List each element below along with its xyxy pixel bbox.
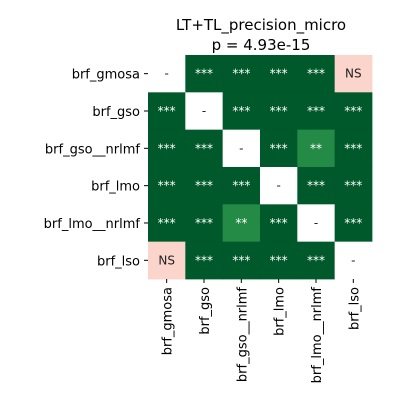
heatmap-cell (259, 241, 298, 280)
heatmap-cell-label: *** (270, 141, 288, 155)
heatmap-cell-label: *** (158, 141, 176, 155)
heatmap-cell (185, 129, 224, 168)
heatmap-cell (185, 166, 224, 205)
row-labels: brf_gmosa brf_gso brf_gso__nrlmf brf_lmobrf… (44, 68, 148, 269)
row-label: brf_gso__nrlmf (45, 142, 141, 157)
heatmap-cell-label: *** (344, 104, 362, 118)
heatmap-cell-label: - (239, 141, 243, 155)
heatmap-cell (185, 55, 224, 93)
heatmap-cell-label: *** (270, 216, 288, 230)
heatmap-cell-label: ** (310, 141, 322, 155)
heatmap-cell (222, 241, 261, 280)
heatmap-cell (148, 55, 186, 93)
heatmap-cell (297, 166, 336, 205)
heatmap-cell (334, 129, 373, 168)
heatmap-cell (148, 92, 186, 131)
heatmap-cell (185, 241, 224, 280)
heatmap-cell-label: *** (344, 141, 362, 155)
heatmap-cell (222, 204, 261, 243)
heatmap-cell (259, 204, 298, 243)
heatmap-cell-label: *** (195, 253, 213, 267)
heatmap-cell-label: *** (270, 253, 288, 267)
heatmap-cell-label: - (276, 179, 280, 193)
heatmap-cell-label: *** (158, 104, 176, 118)
heatmap-cell (297, 129, 336, 168)
heatmap-cell (334, 55, 373, 93)
column-labels: brf_gmosa brf_gso brf_gso__nrlmf brf_lmo brf… (161, 278, 362, 384)
heatmap-cell-label: - (202, 104, 206, 118)
heatmap-cell (297, 241, 336, 280)
row-label: brf_gso (92, 105, 140, 120)
heatmap-cell (222, 129, 261, 168)
heatmap-cell-label: *** (307, 253, 325, 267)
column-label: brf_lmo__nrlmf (310, 287, 325, 384)
heatmap-cell-label: - (164, 67, 168, 81)
chart-title: LT+TL_precision_micro (176, 16, 346, 35)
heatmap-cell-label: ** (235, 216, 247, 230)
heatmap-cells: - *** *** *** *** NS *** - *** *** *** *** *** *** - **… (148, 55, 373, 280)
heatmap-cell (259, 92, 298, 131)
heatmap-cell (259, 129, 298, 168)
heatmap-cell (334, 92, 373, 131)
heatmap-cell-label: *** (195, 179, 213, 193)
heatmap-cell (334, 166, 373, 205)
column-label: brf_gso__nrlmf (235, 287, 250, 383)
row-label: brf_lmo__nrlmf (44, 217, 141, 232)
heatmap-cell-label: *** (344, 179, 362, 193)
heatmap-cell-label: *** (307, 179, 325, 193)
heatmap-cell-label: *** (195, 67, 213, 81)
heatmap-cell (148, 204, 186, 243)
heatmap-cell (297, 55, 336, 93)
column-label: brf_lmo (273, 287, 288, 336)
heatmap-cell (297, 204, 336, 243)
column-label: brf_gso (198, 287, 213, 335)
heatmap-cell (222, 166, 261, 205)
heatmap-cell-label: *** (270, 104, 288, 118)
heatmap-cell (334, 241, 373, 280)
heatmap-cell-label: *** (158, 179, 176, 193)
heatmap-cell-label: *** (232, 67, 250, 81)
column-label: brf_lso (347, 287, 362, 330)
heatmap-cell-label: NS (158, 253, 175, 267)
heatmap-cell-label: *** (232, 104, 250, 118)
heatmap-cell-label: NS (345, 67, 362, 81)
heatmap-cell-label: *** (195, 216, 213, 230)
heatmap-cell (259, 166, 298, 205)
heatmap-cell (222, 92, 261, 131)
heatmap-cell-label: *** (232, 179, 250, 193)
heatmap-cell-label: *** (344, 216, 362, 230)
column-label: brf_gmosa (161, 287, 176, 355)
chart-subtitle: p = 4.93e-15 (212, 36, 311, 54)
heatmap-cell (185, 92, 224, 131)
heatmap-cell-label: *** (270, 67, 288, 81)
row-label: brf_gmosa (72, 68, 140, 83)
row-label: brf_lmo (91, 180, 140, 195)
heatmap-cell-label: - (314, 216, 318, 230)
heatmap-cell (148, 129, 186, 168)
heatmap-cell (148, 166, 186, 205)
heatmap-cell (222, 55, 261, 93)
heatmap-cell-label: *** (307, 104, 325, 118)
heatmap-cell-label: *** (158, 216, 176, 230)
heatmap-cell-label: *** (232, 253, 250, 267)
heatmap-cell-label: *** (307, 67, 325, 81)
heatmap-cell-label: - (351, 253, 355, 267)
heatmap-cell (148, 241, 186, 280)
row-label: brf_lso (97, 254, 140, 269)
heatmap-cell (334, 204, 373, 243)
heatmap-cell (185, 204, 224, 243)
heatmap-cell-label: *** (195, 141, 213, 155)
heatmap-cell (297, 92, 336, 131)
heatmap-cell (259, 55, 298, 93)
